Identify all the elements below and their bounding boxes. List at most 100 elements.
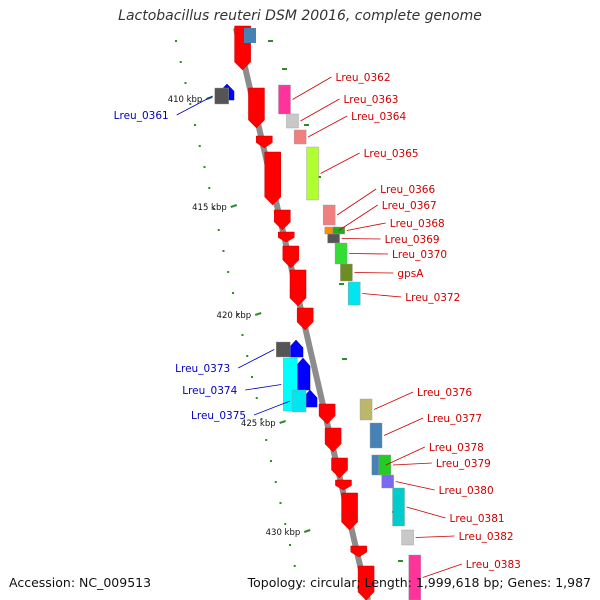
position-tick-label: 420 kbp [217, 311, 252, 321]
gene-feature-lreu_0362[interactable] [278, 84, 291, 115]
gene-feature-lreu_0381[interactable] [392, 487, 405, 527]
gene-label-lreu_0373[interactable]: Lreu_0373 [175, 363, 230, 375]
guide-dot [269, 460, 272, 462]
guide-dot [288, 544, 291, 546]
track-dash [304, 124, 309, 126]
gene-feature-lreu_0370[interactable] [334, 242, 348, 265]
gene-label-lreu_0362[interactable]: Lreu_0362 [336, 72, 391, 84]
guide-dot [175, 40, 177, 42]
gene-label-lreu_0366[interactable]: Lreu_0366 [380, 184, 435, 196]
gene-feature-lreu_0363[interactable] [286, 113, 299, 129]
guide-dot [208, 187, 211, 189]
reverse-strand-arrow [288, 339, 304, 358]
guide-dot [212, 208, 215, 210]
track-dash [342, 358, 347, 360]
guide-dot [193, 124, 196, 126]
guide-dot [217, 229, 220, 231]
gene-leader-line [392, 462, 432, 466]
gene-feature-lreu_0375[interactable] [291, 389, 307, 413]
gene-label-gpsa[interactable]: gpsA [397, 268, 424, 280]
gene-label-lreu_0375[interactable]: Lreu_0375 [191, 410, 246, 422]
guide-dot [279, 502, 282, 504]
guide-dot [246, 355, 249, 357]
gene-label-lreu_0367[interactable]: Lreu_0367 [382, 200, 437, 212]
guide-dot [284, 523, 287, 525]
guide-dot [293, 565, 296, 567]
gene-label-lreu_0372[interactable]: Lreu_0372 [405, 292, 460, 304]
forward-strand-arrow [274, 209, 291, 231]
gene-label-lreu_0365[interactable]: Lreu_0365 [364, 148, 419, 160]
forward-strand-arrow [248, 87, 265, 129]
gene-label-lreu_0361[interactable]: Lreu_0361 [114, 110, 169, 122]
gene-label-lreu_0370[interactable]: Lreu_0370 [392, 249, 447, 261]
gene-leader-line [341, 238, 381, 240]
gene-label-lreu_0374[interactable]: Lreu_0374 [182, 385, 237, 397]
gene-leader-line [346, 222, 386, 231]
gene-feature-lreu_0373[interactable] [275, 341, 291, 358]
gene-feature-lreu_0372[interactable] [348, 281, 361, 306]
track-dash [268, 40, 273, 42]
gene-leader-line [406, 506, 446, 519]
gene-label-lreu_0376[interactable]: Lreu_0376 [417, 387, 472, 399]
gene-label-lreu_0369[interactable]: Lreu_0369 [385, 234, 440, 246]
gene-feature-lreu_0382[interactable] [401, 529, 414, 546]
gene-feature-lreu_0377[interactable] [369, 422, 383, 449]
gene-leader-line [415, 535, 455, 538]
gene-feature-lreu_0365[interactable] [306, 146, 319, 201]
track-dash [398, 560, 403, 562]
gene-leader-line [307, 115, 348, 138]
position-tick-label: 430 kbp [266, 528, 301, 538]
gene-label-lreu_0364[interactable]: Lreu_0364 [351, 111, 406, 123]
gene-leader-line [176, 95, 213, 116]
gene-label-lreu_0378[interactable]: Lreu_0378 [429, 442, 484, 454]
position-tick [254, 312, 262, 316]
guide-dot [265, 439, 268, 441]
gene-feature-lreu_0376[interactable] [359, 398, 373, 421]
guide-dot [222, 250, 225, 252]
gene-label-lreu_0381[interactable]: Lreu_0381 [450, 513, 505, 525]
gene-label-lreu_0368[interactable]: Lreu_0368 [390, 218, 445, 230]
forward-strand-arrow [296, 307, 314, 331]
forward-strand-arrow [282, 245, 300, 269]
gene-leader-line [395, 481, 435, 491]
guide-dot [250, 376, 253, 378]
gene-leader-line [320, 152, 360, 174]
forward-strand-arrow [350, 545, 368, 558]
gene-feature-gpsa[interactable] [340, 263, 353, 282]
gene-leader-line [292, 76, 332, 100]
forward-strand-arrow [335, 479, 352, 491]
gene-feature-lreu_0383[interactable] [408, 554, 422, 600]
track-dash [339, 283, 344, 285]
gene-feature-lreu_0366[interactable] [322, 204, 336, 226]
gene-leader-line [238, 349, 275, 369]
gene-label-lreu_0363[interactable]: Lreu_0363 [343, 94, 398, 106]
gene-feature-lreu_0369[interactable] [327, 233, 340, 244]
gene-feature-lreu_0379[interactable] [378, 454, 392, 476]
gene-label-lreu_0383[interactable]: Lreu_0383 [466, 559, 521, 571]
guide-dot [203, 166, 206, 168]
partial-gene-feature [244, 28, 256, 43]
guide-dot [189, 103, 192, 105]
gene-feature-lreu_0380[interactable] [381, 474, 394, 489]
gene-feature-lreu_0361[interactable] [214, 87, 229, 105]
gene-label-lreu_0379[interactable]: Lreu_0379 [436, 458, 491, 470]
forward-strand-arrow [318, 403, 336, 425]
gene-label-lreu_0377[interactable]: Lreu_0377 [427, 413, 482, 425]
gene-leader-line [336, 188, 377, 216]
guide-dot [184, 82, 187, 84]
forward-strand-arrow [331, 457, 348, 479]
guide-dot [198, 145, 201, 147]
gene-feature-lreu_0364[interactable] [293, 129, 307, 145]
gene-leader-line [354, 272, 394, 274]
track-dash [282, 68, 287, 70]
gene-label-lreu_0382[interactable]: Lreu_0382 [459, 531, 514, 543]
guide-dot [236, 313, 239, 315]
guide-dot [274, 481, 277, 483]
guide-dot [179, 61, 182, 63]
gene-leader-line [385, 446, 426, 466]
gene-leader-line [338, 204, 378, 231]
forward-strand-arrow [264, 151, 281, 206]
gene-label-lreu_0380[interactable]: Lreu_0380 [439, 485, 494, 497]
gene-leader-line [245, 384, 282, 391]
